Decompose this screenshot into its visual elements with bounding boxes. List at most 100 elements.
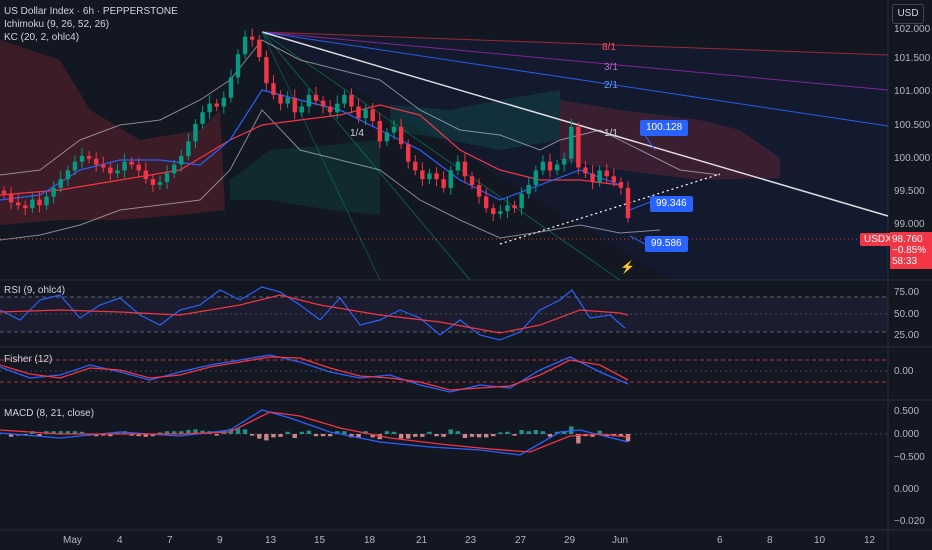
usdx-symbol-tag: USDX [860,233,896,246]
ichimoku-cloud-bull-2 [390,90,560,150]
candle-body [108,167,113,174]
time-label: 4 [117,535,123,546]
callout-99586[interactable]: 99.586 [645,236,688,252]
candle-body [434,173,439,180]
candle-body [540,161,546,171]
price-label: 101.500 [894,53,931,64]
macd-bar [413,434,418,437]
lightning-icon[interactable]: ⚡ [620,260,635,274]
candle-body [349,94,354,107]
candle-body [115,170,120,174]
candle-body [306,94,312,107]
macd-bar [129,434,134,436]
macd-bar [554,431,560,434]
fan-label-1-1: 1/1 [604,128,618,139]
macd-bar [427,431,432,434]
candle-body [625,187,631,219]
macd-bar [505,431,510,434]
price-label: 99.000 [894,219,925,230]
candle-body [427,173,432,180]
macd-bar [391,431,397,434]
candle-body [122,161,127,171]
candle-body [320,100,326,107]
candle-body [15,202,21,206]
candle-body [285,97,290,104]
callout-99346[interactable]: 99.346 [650,196,693,212]
macd-bar [299,431,305,434]
rsi-line [0,286,626,341]
macd-bar [271,434,276,438]
macd-bar [143,434,149,437]
callout-100128[interactable]: 100.128 [640,120,689,136]
time-label: May [63,535,82,546]
macd-bar [157,432,163,434]
indicator-ichimoku[interactable]: Ichimoku (9, 26, 52, 26) [4,19,110,30]
macd-bar [327,434,333,437]
candle-body [342,94,347,104]
macd-bar [164,431,170,434]
candle-body [171,164,177,174]
macd-label: −0.500 [894,452,925,463]
macd-bar [79,431,85,434]
ichimoku-cloud-bear-2 [560,100,780,180]
candle-body [79,155,85,162]
tenkan-line [0,89,621,201]
candle-body [1,190,7,194]
rsi-signal [0,294,629,334]
candle-body [455,161,461,171]
macd-label: 0.000 [894,429,920,440]
candle-body [129,161,134,165]
candle-body [207,103,212,113]
candle-body [483,196,489,209]
kijun-line [0,104,621,196]
macd-bar [37,434,42,437]
time-label: 9 [217,535,223,546]
candle-body [299,106,305,113]
candle-body [136,164,141,171]
candle-body [583,167,588,174]
candle-body [327,106,333,113]
macd-bar [405,434,411,439]
currency-button[interactable]: USD [892,4,924,24]
macd-bar [242,429,248,434]
candle-body [214,103,219,107]
candle-body [569,126,574,159]
macd-bar [200,430,205,434]
fisher-title[interactable]: Fisher (12) [4,354,53,365]
keltner-upper [0,39,721,176]
macd-bar [547,434,553,437]
candle-body [377,121,383,142]
rsi-title[interactable]: RSI (9, ohlc4) [4,285,66,296]
candle-body [278,94,283,104]
macd-bar [150,434,156,437]
macd-bar [576,434,581,444]
time-label: 23 [465,535,477,546]
macd-bar [342,431,347,434]
time-label: 7 [167,535,173,546]
time-label: 18 [364,535,376,546]
macd-bar [179,431,184,434]
candle-body [420,170,425,180]
macd-bar [469,434,475,437]
candle-body [618,182,624,188]
candle-body [597,170,602,183]
candle-body [242,36,248,55]
macd-bar [72,431,78,434]
macd-bar [51,431,56,434]
macd-bar [306,430,312,434]
macd-bar [108,434,113,437]
time-label: 6 [717,535,723,546]
candle-body [58,179,63,188]
macd-bar [434,434,439,437]
candle-body [249,36,255,40]
candle-body [554,164,560,171]
macd-title[interactable]: MACD (8, 21, close) [4,408,95,419]
indicator-kc[interactable]: KC (20, 2, ohlc4) [4,32,80,43]
candle-body [271,83,276,95]
macd-bar [398,434,404,439]
macd-label: 0.000 [894,484,920,495]
macd-label: 0.500 [894,406,920,417]
macd-bar [335,431,340,434]
macd-bar [420,434,425,437]
